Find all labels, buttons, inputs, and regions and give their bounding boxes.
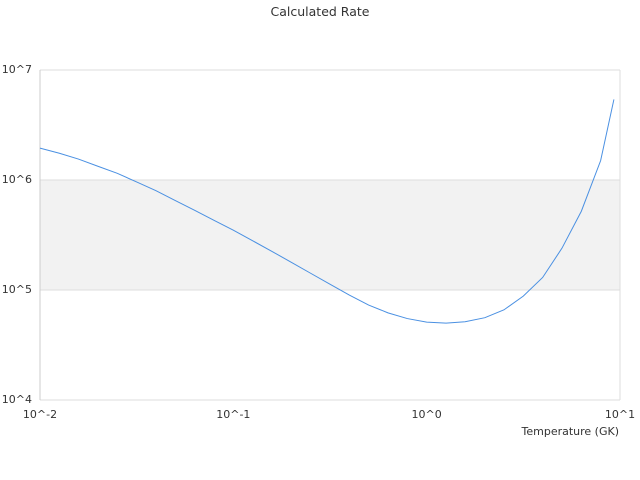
series-line [39, 99, 615, 324]
x-axis-title: Temperature (GK) [521, 425, 620, 438]
x-tick-label: 10^-1 [216, 408, 250, 421]
y-tick-label: 10^4 [2, 393, 32, 406]
plot-area: 10^4 10^5 10^6 10^7 10^-2 10^-1 10^0 10^1 [2, 63, 635, 421]
y-tick-label: 10^5 [2, 283, 32, 296]
chart-title: Calculated Rate [271, 4, 370, 19]
x-tick-label: 10^0 [412, 408, 442, 421]
y-tick-label: 10^7 [2, 63, 32, 76]
shaded-band [40, 180, 620, 290]
y-tick-label: 10^6 [2, 173, 32, 186]
x-tick-label: 10^-2 [23, 408, 57, 421]
x-tick-label: 10^1 [605, 408, 635, 421]
